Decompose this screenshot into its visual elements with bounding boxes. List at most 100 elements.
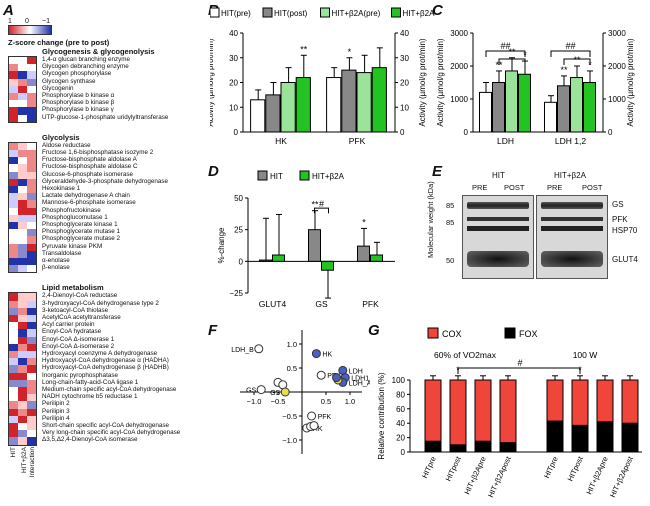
y-tick-label: 30	[229, 54, 238, 63]
heatmap-cell	[18, 200, 27, 208]
significance-mark: **	[560, 65, 568, 75]
heatmap-cell	[9, 157, 18, 165]
scale-tick: 0	[25, 18, 29, 25]
lane-label: PRE	[472, 183, 488, 192]
heatmap-cell	[18, 164, 27, 172]
heatmap-cell	[9, 372, 18, 380]
bar	[570, 77, 583, 133]
x-tick-label: GS	[315, 299, 328, 309]
y-tick-label-right: 20	[400, 79, 409, 88]
heatmap-cell	[27, 293, 36, 301]
heatmap-cell	[27, 171, 36, 179]
bracket	[563, 58, 591, 65]
heatmap-cell	[18, 236, 27, 244]
bracket-label: ##	[565, 41, 575, 51]
heatmap-row-label: Long-chain-fatty-acid-CoA ligase 1	[42, 378, 139, 386]
heatmap-cell	[18, 437, 27, 445]
bar-fox	[499, 442, 517, 453]
heatmap-cell	[18, 358, 27, 366]
lane-label: PRE	[547, 183, 563, 192]
bar	[259, 259, 272, 262]
heatmap-row-label: Perilipin 4	[42, 414, 70, 422]
band-pfk	[467, 217, 529, 221]
heatmap-cell	[9, 229, 18, 237]
mw-axis-label: Molecular weight (kDa)	[426, 181, 435, 258]
heatmap-cell	[18, 142, 27, 150]
heatmap-cell	[9, 185, 18, 194]
bracket	[550, 50, 591, 57]
heatmap-cell	[18, 365, 27, 373]
blot-membrane-hit	[462, 195, 534, 279]
heatmap-cell	[18, 193, 27, 201]
bar	[308, 229, 321, 262]
heatmap: Glycogenesis & glycogenolysis 1,4-α gluca…	[8, 47, 208, 447]
x-tick-label: 0.5	[321, 397, 331, 406]
heatmap-cell	[9, 257, 18, 266]
x-tick-label: 1.0	[345, 397, 355, 406]
colorbar	[8, 25, 52, 35]
significance-mark: **	[311, 200, 319, 210]
heatmap-cell	[18, 322, 27, 330]
heatmap-cell	[9, 401, 18, 409]
heatmap-cell	[18, 114, 27, 122]
heatmap-cell	[27, 307, 36, 315]
heatmap-cell	[9, 415, 18, 423]
y-tick-label-right: 0	[400, 128, 405, 137]
heatmap-row-label: 3-hydroxyacyl-CoA dehydrogenase type 2	[42, 299, 159, 307]
heatmap-cell	[9, 379, 18, 387]
heatmap-cell	[27, 107, 36, 115]
panel-label-c: C	[432, 2, 443, 19]
heatmap-row-label: Fructose-bisphosphate aldolase A	[42, 156, 137, 164]
heatmap-cell	[27, 401, 36, 409]
legend-label: HIT+β2A(pre)	[332, 9, 381, 18]
bar-cox	[499, 379, 517, 444]
heatmap-cell	[9, 200, 18, 208]
heatmap-cell	[9, 422, 18, 431]
heatmap-cell	[27, 185, 36, 194]
bar	[479, 91, 492, 133]
heatmap-cell	[18, 343, 27, 351]
bar	[492, 82, 505, 133]
heatmap-row-label: Aldose reductase	[42, 141, 91, 149]
bar	[544, 101, 557, 133]
heatmap-cell	[27, 114, 36, 122]
band-hsp70	[467, 226, 529, 231]
heatmap-row-label: Glyceraldehyde-3-phosphate dehydrogenase	[42, 177, 169, 185]
heatmap-cell	[27, 193, 36, 201]
x-tick-label: HITpre	[542, 455, 560, 480]
heatmap-cell	[18, 214, 27, 222]
scatter-point	[280, 387, 290, 397]
y-tick-label: 0	[234, 128, 239, 137]
heatmap-cell	[9, 221, 18, 230]
heatmap-cell	[18, 149, 27, 158]
heatmap-cell	[18, 85, 27, 93]
heatmap-cell	[18, 336, 27, 344]
col-label-hit: HIT	[10, 447, 17, 458]
bar	[265, 94, 281, 133]
heatmap-cell	[18, 107, 27, 115]
legend-label: HIT(pre)	[221, 9, 251, 18]
point-label: GS	[246, 388, 256, 395]
heatmap-row-label: Phosphorylase b kinase γ	[42, 106, 114, 114]
x-tick-label: LDH	[497, 136, 514, 146]
heatmap-cell	[27, 329, 36, 337]
heatmap-cell	[9, 207, 18, 215]
heatmap-row-label: Glycogen synthase	[42, 77, 96, 85]
heatmap-row-label: Enoyl-CoA Δ-isomerase 1	[42, 335, 115, 343]
legend-swatch	[299, 170, 310, 181]
bar	[321, 260, 334, 271]
significance-mark: *	[362, 217, 366, 227]
y-tick-label: 80	[396, 390, 405, 399]
heatmap-cell	[18, 293, 27, 301]
y-axis-label: Activity (µmol/g prot/min)	[436, 38, 445, 127]
heatmap-cell	[18, 207, 27, 215]
heatmap-row-label: β-enolase	[42, 264, 70, 272]
heatmap-cell	[27, 386, 36, 395]
y-tick-label: 60	[396, 405, 405, 414]
heatmap-cell	[18, 229, 27, 237]
heatmap-cell	[27, 265, 36, 273]
y-tick-label: 1000	[450, 95, 468, 104]
bar-cox	[474, 379, 492, 442]
y-tick-label: 0	[239, 257, 244, 266]
